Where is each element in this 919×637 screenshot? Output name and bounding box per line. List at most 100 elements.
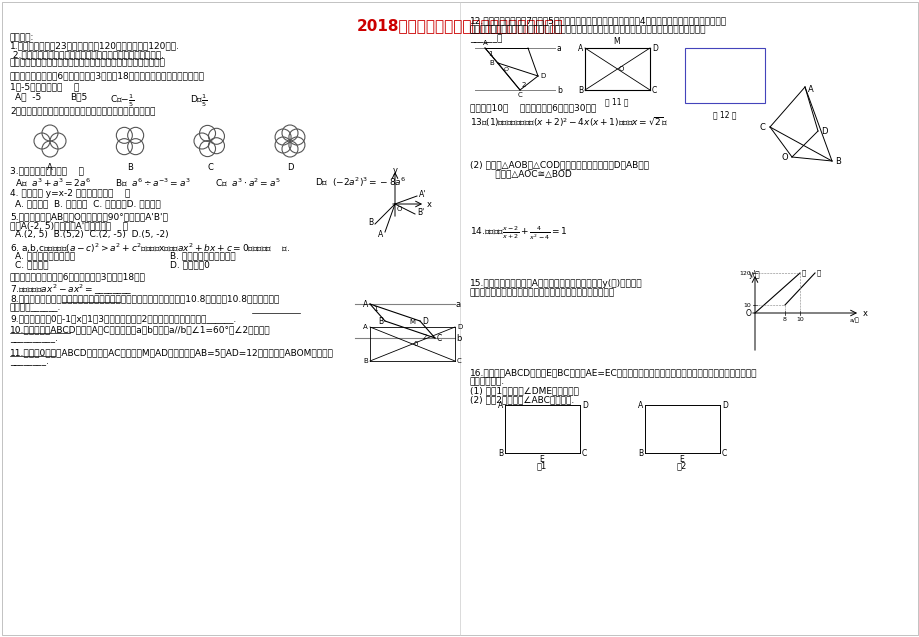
Text: B: B bbox=[127, 163, 132, 172]
Text: O: O bbox=[397, 206, 402, 212]
Text: C: C bbox=[437, 334, 442, 343]
Text: y/米: y/米 bbox=[748, 270, 760, 279]
Text: 甲: 甲 bbox=[816, 269, 821, 276]
Text: 7.分解因式：$ax^2-ax^2=$________: 7.分解因式：$ax^2-ax^2=$________ bbox=[10, 283, 132, 297]
Text: B. 有两个不相等的实数根: B. 有两个不相等的实数根 bbox=[170, 251, 235, 260]
Text: A. 有两个相等的实数根: A. 有两个相等的实数根 bbox=[15, 251, 75, 260]
Text: A: A bbox=[378, 229, 382, 238]
Text: 13．(1)先化简，再求值：$(x+2)^2-4x(x+1)$，其中$x=\sqrt{2}$．: 13．(1)先化简，再求值：$(x+2)^2-4x(x+1)$，其中$x=\sq… bbox=[470, 115, 668, 129]
Text: 三、（第10题    ）题，每小题6分，共30分）: 三、（第10题 ）题，每小题6分，共30分） bbox=[470, 103, 596, 112]
Text: 0: 0 bbox=[414, 341, 418, 347]
Text: A: A bbox=[362, 299, 368, 308]
Text: 考生须知:: 考生须知: bbox=[10, 33, 34, 42]
Text: 10: 10 bbox=[795, 317, 803, 322]
Text: 求证：△AOC≅△BOD: 求证：△AOC≅△BOD bbox=[478, 169, 571, 178]
Text: 11.如图，0是矩形ABCD的对角线AC的中点，M是AD的中点，若AB=5，AD=12，则四边形ABOM的周长为: 11.如图，0是矩形ABCD的对角线AC的中点，M是AD的中点，若AB=5，AD… bbox=[10, 348, 334, 357]
Text: E: E bbox=[679, 455, 684, 464]
Text: ________.: ________. bbox=[10, 357, 49, 366]
Text: D: D bbox=[820, 127, 826, 136]
Text: 2．下列图案中，既是轴对称图形又是中心对称图形的是（）: 2．下列图案中，既是轴对称图形又是中心对称图形的是（） bbox=[10, 106, 155, 115]
Text: 15.甲、乙同时出发前往A地，甲、乙两人运动的路程y(米)与运动时: 15.甲、乙同时出发前往A地，甲、乙两人运动的路程y(米)与运动时 bbox=[470, 279, 642, 288]
Text: B: B bbox=[637, 448, 642, 457]
Text: O: O bbox=[504, 66, 508, 71]
Text: 图1: 图1 bbox=[537, 461, 547, 470]
Text: (1) 在图1中，画出∠DME的平分线；: (1) 在图1中，画出∠DME的平分线； bbox=[470, 386, 578, 395]
Text: D: D bbox=[652, 43, 657, 52]
Text: B: B bbox=[378, 317, 382, 326]
Text: A: A bbox=[637, 401, 642, 410]
Text: y: y bbox=[392, 166, 397, 175]
Text: x: x bbox=[862, 308, 867, 317]
Text: D. 有一根为0: D. 有一根为0 bbox=[170, 260, 210, 269]
Text: B: B bbox=[577, 85, 583, 94]
Text: 留作图痕迹）.: 留作图痕迹）. bbox=[470, 377, 505, 386]
Text: D: D bbox=[287, 163, 293, 172]
Text: 一、选择题（本大题6小题，每小题3分，共18分，每小题只有一个正确选项）: 一、选择题（本大题6小题，每小题3分，共18分，每小题只有一个正确选项） bbox=[10, 71, 205, 80]
Text: b: b bbox=[456, 334, 460, 343]
Text: C: C bbox=[652, 85, 656, 94]
Text: A: A bbox=[497, 401, 503, 410]
Text: a: a bbox=[556, 43, 562, 52]
Text: 图2: 图2 bbox=[676, 461, 686, 470]
Text: A: A bbox=[577, 43, 583, 52]
Text: A．  $a^3+a^3=2a^6$: A． $a^3+a^3=2a^6$ bbox=[15, 176, 91, 188]
Text: (2) 如图，△AOB、△COD是等腰直角三角形，点D在AB上，: (2) 如图，△AOB、△COD是等腰直角三角形，点D在AB上， bbox=[470, 160, 648, 169]
Text: A: A bbox=[807, 85, 813, 94]
Text: C. 无实数根: C. 无实数根 bbox=[15, 260, 49, 269]
Text: 10: 10 bbox=[743, 303, 750, 308]
Text: 2018年高安市第一次模拟考试九年级数学试卷: 2018年高安市第一次模拟考试九年级数学试卷 bbox=[357, 18, 562, 33]
Text: C: C bbox=[457, 358, 461, 364]
Text: O: O bbox=[618, 66, 624, 72]
Text: 6. a,b,c为常数，且$(a-c)^2>a^2+c^2$，则关于x的方程$ax^2+bx+c=0$的情况是（    ）.: 6. a,b,c为常数，且$(a-c)^2>a^2+c^2$，则关于x的方程$a… bbox=[10, 242, 289, 255]
Text: D．$\frac{1}{5}$: D．$\frac{1}{5}$ bbox=[190, 92, 207, 109]
Text: A: A bbox=[482, 40, 487, 46]
Text: B．  $a^6\div a^{-3}=a^3$: B． $a^6\div a^{-3}=a^3$ bbox=[115, 176, 190, 188]
Text: 二、填空题（本大题共6小题，每小题3分，共18分）: 二、填空题（本大题共6小题，每小题3分，共18分） bbox=[10, 272, 146, 281]
Text: A: A bbox=[363, 324, 368, 330]
Text: O: O bbox=[745, 308, 751, 317]
Text: B: B bbox=[368, 217, 372, 227]
Text: B．5: B．5 bbox=[70, 92, 87, 101]
Text: D: D bbox=[457, 324, 461, 330]
Text: a: a bbox=[456, 299, 460, 308]
Text: A': A' bbox=[418, 189, 425, 199]
Text: b: b bbox=[556, 85, 562, 94]
Text: D: D bbox=[539, 73, 545, 79]
Text: M: M bbox=[613, 37, 619, 46]
Text: 的函数图象如图所示，根据图象来回答多少分钟后甲追上乙？: 的函数图象如图所示，根据图象来回答多少分钟后甲追上乙？ bbox=[470, 288, 615, 297]
Text: 第 12 题: 第 12 题 bbox=[712, 110, 736, 119]
Text: D: D bbox=[582, 401, 587, 410]
Text: 8: 8 bbox=[782, 317, 786, 322]
Text: C: C bbox=[582, 448, 586, 457]
Text: 第 11 题: 第 11 题 bbox=[605, 97, 628, 106]
Text: 3.下列运算正确的是（    ）: 3.下列运算正确的是（ ） bbox=[10, 166, 84, 175]
Text: B: B bbox=[497, 448, 503, 457]
Text: 的一个顶点与矩形的一个顶点重合，其余的两个顶点在矩形的边上），则剪下的等腰三角形的面积为: 的一个顶点与矩形的一个顶点重合，其余的两个顶点在矩形的边上），则剪下的等腰三角形… bbox=[470, 25, 706, 34]
Text: B': B' bbox=[416, 208, 424, 217]
Text: A.(2, 5)  B.(5,2)  C.(2, -5)  D.(5, -2): A.(2, 5) B.(5,2) C.(2, -5) D.(5, -2) bbox=[15, 230, 168, 239]
Text: C: C bbox=[759, 122, 765, 131]
Text: (2) 在图2中，画出∠ABC的平分线.: (2) 在图2中，画出∠ABC的平分线. bbox=[470, 395, 573, 404]
Text: C: C bbox=[721, 448, 726, 457]
Text: C．$-\frac{1}{5}$: C．$-\frac{1}{5}$ bbox=[110, 92, 134, 109]
Text: O: O bbox=[781, 152, 788, 162]
Text: 1: 1 bbox=[487, 51, 492, 57]
Text: 2: 2 bbox=[521, 82, 526, 88]
Text: C: C bbox=[207, 163, 212, 172]
Text: a/分: a/分 bbox=[849, 317, 859, 322]
Text: A．  -5: A． -5 bbox=[15, 92, 41, 101]
Text: 16.如图矩形ABCD中，点E在BC上，且AE=EC，试分别在下列两个图中按要求使用无刻度的直尺画图（保: 16.如图矩形ABCD中，点E在BC上，且AE=EC，试分别在下列两个图中按要求… bbox=[470, 368, 756, 377]
Text: 5.如图，将线段AB绕点O顺时针旋转90°得到线段A'B'，: 5.如图，将线段AB绕点O顺时针旋转90°得到线段A'B'， bbox=[10, 212, 167, 221]
Text: B: B bbox=[489, 60, 494, 66]
Text: 12.如图，在一张长为7，宽为5的矩形纸片上，现要剪下一个腰长为4的等腰三角形（要求：等腰三角形: 12.如图，在一张长为7，宽为5的矩形纸片上，现要剪下一个腰长为4的等腰三角形（… bbox=[470, 16, 726, 25]
Text: 120: 120 bbox=[739, 271, 750, 275]
Text: 那么A(-2, 5)的对应点A'的坐标是（    ）: 那么A(-2, 5)的对应点A'的坐标是（ ） bbox=[10, 221, 128, 230]
Text: x: x bbox=[426, 199, 432, 208]
Text: B: B bbox=[363, 358, 368, 364]
Text: M: M bbox=[409, 319, 414, 325]
Text: ______．: ______． bbox=[470, 34, 502, 43]
Text: 2.本卷答案必须做在答题纸的对应位置上，做在试题卷上无效.: 2.本卷答案必须做在答题纸的对应位置上，做在试题卷上无效. bbox=[10, 50, 164, 59]
Text: A: A bbox=[47, 163, 52, 172]
Text: 14.解方程：$\frac{x-2}{x+2}+\frac{4}{x^2-4}=1$: 14.解方程：$\frac{x-2}{x+2}+\frac{4}{x^2-4}=… bbox=[470, 224, 567, 241]
Text: 8.我国高速公路发展迅速，据报道，到目前为止全国高速公路总里程约为10.8万千米，10.8万用科学计数: 8.我国高速公路发展迅速，据报道，到目前为止全国高速公路总里程约为10.8万千米… bbox=[10, 294, 279, 303]
